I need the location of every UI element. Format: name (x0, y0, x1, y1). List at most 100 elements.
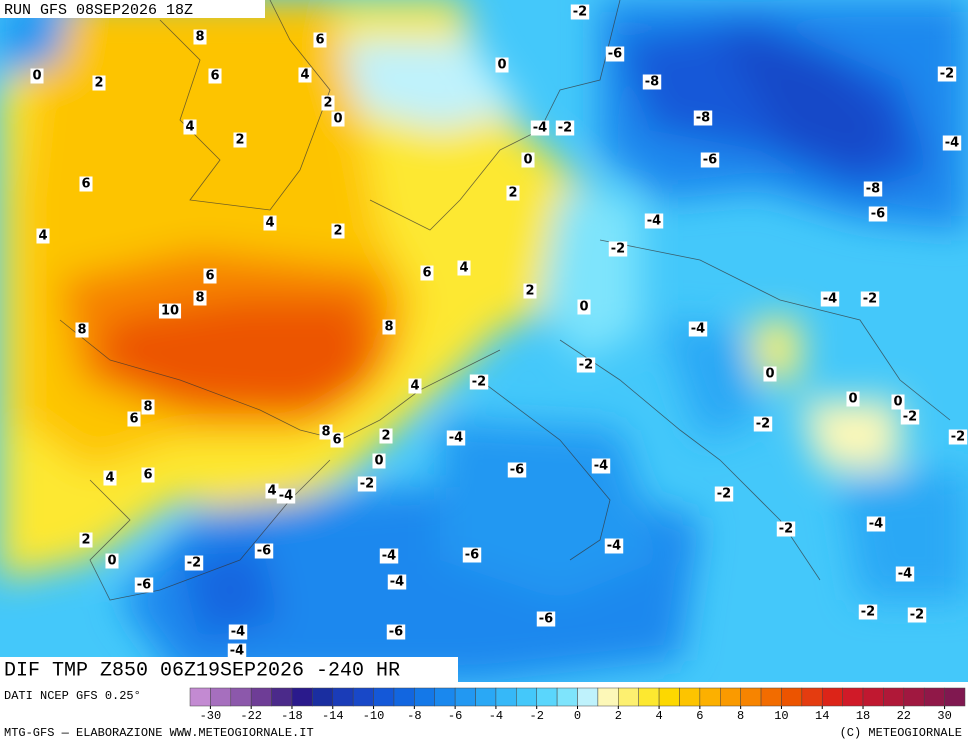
label-box (408, 378, 422, 394)
label-box (263, 215, 277, 231)
label-box (313, 32, 327, 48)
label-box (948, 429, 968, 445)
label-box (523, 283, 537, 299)
label-box (900, 409, 920, 425)
contour-value: -2 (910, 608, 924, 623)
contour-label: -2 (184, 555, 204, 571)
contour-label: 2 (506, 185, 520, 201)
contour-label: -2 (469, 374, 489, 390)
contour-value: -2 (472, 375, 486, 390)
contour-value: 6 (205, 269, 214, 284)
contour-value: -4 (647, 214, 661, 229)
contour-label: -2 (858, 604, 878, 620)
contour-value: -2 (579, 358, 593, 373)
contour-label: 2 (379, 428, 393, 444)
label-box (420, 265, 434, 281)
colorbar-box (210, 687, 232, 707)
contour-value: -2 (861, 605, 875, 620)
label-box (382, 319, 396, 335)
label-box (937, 66, 957, 82)
label-box (184, 555, 204, 571)
contour-value: 6 (210, 69, 219, 84)
contour-value: 2 (81, 533, 90, 548)
label-box (321, 95, 335, 111)
colorbar-label: 2 (615, 709, 622, 723)
label-box (576, 357, 596, 373)
contour-value: -4 (823, 292, 837, 307)
contour-label: -2 (576, 357, 596, 373)
label-box (591, 458, 611, 474)
contour-label: -2 (357, 476, 377, 492)
label-box (203, 268, 217, 284)
contour-label: -2 (776, 521, 796, 537)
colorbar-box (781, 687, 803, 707)
contour-value: -4 (449, 431, 463, 446)
contour-label: -4 (688, 321, 708, 337)
contour-value: -4 (691, 322, 705, 337)
contour-label: 4 (183, 119, 197, 135)
colorbar-label: -8 (407, 709, 421, 723)
contour-value: -6 (871, 207, 885, 222)
label-box (319, 424, 333, 440)
contour-label: -6 (700, 152, 720, 168)
contour-label: -4 (227, 643, 247, 659)
contour-value: -4 (869, 517, 883, 532)
colorbar-box (699, 687, 721, 707)
label-box (79, 176, 93, 192)
contour-value: -2 (756, 417, 770, 432)
label-box (895, 566, 915, 582)
colorbar-box (618, 687, 639, 707)
contour-label: -2 (860, 291, 880, 307)
contour-value: 2 (323, 96, 332, 111)
contour-value: 8 (195, 30, 204, 45)
contour-value: 6 (315, 33, 324, 48)
contour-label: 8 (193, 29, 207, 45)
contour-label: -2 (555, 120, 575, 136)
label-box (193, 290, 207, 306)
contour-label: -4 (387, 574, 407, 590)
label-box (507, 462, 527, 478)
contour-value: -6 (510, 463, 524, 478)
contour-value: -4 (230, 644, 244, 659)
contour-label: -2 (937, 66, 957, 82)
colorbar-box (332, 687, 354, 707)
label-box (357, 476, 377, 492)
contour-value: -2 (779, 522, 793, 537)
contour-label: -4 (591, 458, 611, 474)
colorbar-label: -2 (530, 709, 544, 723)
label-box (36, 228, 50, 244)
label-box (495, 57, 509, 73)
contour-value: 4 (410, 379, 419, 394)
contour-value: 0 (848, 392, 857, 407)
label-box (469, 374, 489, 390)
contour-value: 8 (77, 323, 86, 338)
contour-value: 0 (497, 58, 506, 73)
contour-value: -2 (187, 556, 201, 571)
map-title: DIF TMP Z850 06Z19SEP2026 -240 HR (4, 659, 400, 682)
label-box (700, 152, 720, 168)
contour-value: -2 (573, 5, 587, 20)
contour-value: 4 (185, 120, 194, 135)
contour-label: 2 (79, 532, 93, 548)
contour-label: 6 (79, 176, 93, 192)
contour-label: 0 (105, 553, 119, 569)
contour-label: 6 (420, 265, 434, 281)
contour-value: 2 (333, 224, 342, 239)
label-box (331, 223, 345, 239)
label-box (891, 394, 905, 410)
colorbar-label: -22 (240, 709, 262, 723)
colorbar-box (556, 687, 578, 707)
contour-value: -4 (279, 489, 293, 504)
contour-value: -4 (607, 539, 621, 554)
colorbar-label: -6 (448, 709, 462, 723)
contour-label: 0 (521, 152, 535, 168)
title-box (0, 657, 458, 682)
label-box (158, 303, 182, 319)
colorbar-box (312, 687, 334, 707)
contour-label: 0 (372, 453, 386, 469)
contour-value: -8 (866, 182, 880, 197)
colorbar-box (801, 687, 823, 707)
contour-value: -2 (940, 67, 954, 82)
contour-value: -6 (389, 625, 403, 640)
colorbar-box (536, 687, 558, 707)
